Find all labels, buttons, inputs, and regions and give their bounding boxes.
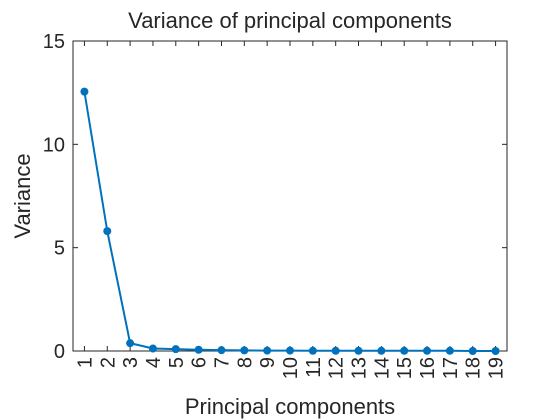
data-point — [445, 346, 454, 355]
data-point — [194, 345, 203, 354]
data-point — [126, 339, 135, 348]
data-point — [331, 346, 340, 355]
x-tick-label: 12 — [326, 357, 348, 379]
data-point — [263, 346, 272, 355]
x-tick-label: 1 — [74, 357, 96, 368]
data-point — [491, 347, 500, 355]
series-layer — [80, 87, 500, 355]
x-tick-label: 15 — [394, 357, 416, 379]
data-point — [468, 347, 477, 355]
data-point — [240, 346, 249, 355]
x-tick-label: 5 — [166, 357, 188, 368]
x-tick-label: 11 — [303, 357, 325, 378]
x-tick-label: 7 — [211, 357, 233, 368]
data-point — [217, 346, 226, 355]
series-line — [83, 91, 496, 352]
data-point — [308, 346, 317, 355]
x-tick-label: 16 — [417, 357, 439, 379]
x-tick-label: 4 — [143, 357, 165, 368]
y-tick-label: 5 — [54, 238, 65, 260]
data-point — [423, 346, 432, 355]
x-tick-label: 10 — [280, 357, 302, 379]
x-tick-label: 13 — [349, 357, 371, 379]
chart-title: Variance of principal components — [128, 8, 452, 33]
y-tick-label: 0 — [54, 341, 65, 363]
y-axis: 0 5 10 15 — [43, 31, 507, 363]
x-tick-label: 18 — [463, 357, 485, 379]
x-tick-label: 3 — [120, 357, 142, 368]
data-point — [80, 87, 89, 96]
x-axis: 1 2 3 4 5 6 7 8 9 10 11 12 13 14 15 16 17 18 19 — [74, 41, 508, 379]
data-point — [354, 346, 363, 355]
data-point — [377, 346, 386, 355]
y-tick-label: 15 — [43, 31, 65, 53]
x-tick-label: 17 — [440, 357, 462, 379]
x-axis-label: Principal components — [185, 394, 395, 419]
x-tick-label: 9 — [257, 357, 279, 368]
x-tick-label: 8 — [234, 357, 256, 368]
data-point — [148, 344, 157, 353]
data-point — [171, 345, 180, 354]
data-point — [103, 227, 112, 236]
y-axis-label: Variance — [10, 153, 35, 238]
data-point — [400, 346, 409, 355]
x-tick-label: 14 — [371, 357, 393, 379]
x-tick-label: 19 — [486, 357, 508, 379]
y-tick-label: 10 — [43, 134, 65, 156]
x-tick-label: 6 — [189, 357, 211, 368]
x-tick-label: 2 — [97, 357, 119, 368]
plot-frame — [72, 40, 508, 352]
data-point — [286, 346, 294, 355]
